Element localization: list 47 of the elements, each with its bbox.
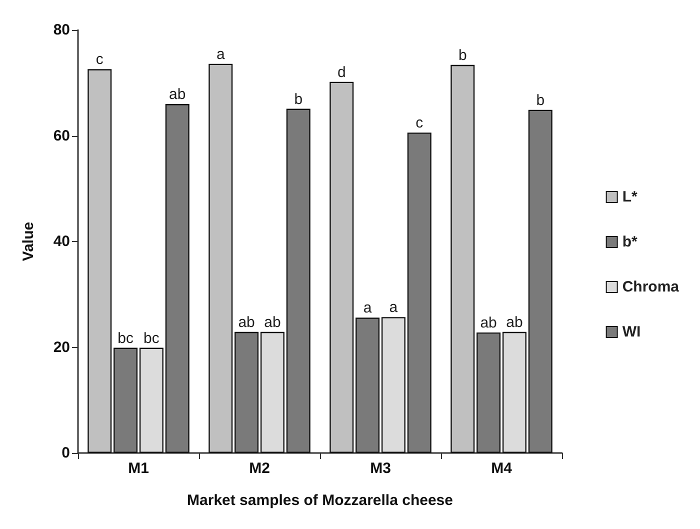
bar: [260, 332, 284, 453]
y-axis-title: Value: [20, 222, 37, 262]
data-label: ab: [506, 314, 523, 331]
data-label: ab: [238, 314, 255, 331]
x-tick-label: M3: [370, 460, 391, 477]
legend-label: Chroma: [622, 278, 680, 296]
bar: [356, 318, 380, 453]
legend-label: b*: [622, 234, 638, 250]
bar: [139, 348, 164, 453]
data-label: a: [363, 300, 372, 317]
y-tick-label: 20: [53, 338, 70, 356]
bar: [476, 332, 501, 453]
bar: [165, 104, 190, 453]
bar: [450, 64, 475, 453]
bar: [208, 64, 233, 453]
y-tick-label: 0: [62, 444, 70, 462]
data-label: ab: [264, 314, 281, 331]
y-tick-label: 40: [53, 233, 70, 250]
data-label: d: [337, 64, 346, 81]
x-tick-label: M1: [128, 460, 149, 477]
data-label: bc: [118, 330, 134, 347]
y-tick-label: 60: [53, 127, 70, 144]
x-tick-label: M2: [249, 460, 270, 477]
data-label: b: [294, 90, 303, 108]
bar: [528, 110, 552, 453]
data-label: c: [96, 51, 104, 68]
data-label: a: [389, 299, 398, 316]
data-label: a: [216, 46, 226, 63]
bar: [407, 132, 432, 453]
x-tick-label: M4: [491, 460, 513, 477]
data-label: ab: [169, 86, 186, 104]
bar: [114, 348, 138, 453]
bar: [330, 82, 354, 453]
y-tick-label: 80: [53, 22, 70, 38]
data-label: b: [536, 92, 545, 109]
x-axis-title: Market samples of Mozzarella cheese: [187, 492, 453, 509]
data-label: c: [416, 114, 424, 132]
bar: [381, 317, 406, 453]
bar: [88, 69, 112, 453]
legend-label: L*: [622, 188, 638, 206]
data-label: ab: [480, 314, 497, 332]
data-label: b: [458, 46, 467, 64]
legend-label: WI: [622, 324, 641, 340]
bar: [286, 108, 310, 453]
data-label: bc: [144, 330, 160, 347]
bar: [502, 332, 526, 453]
bar: [234, 332, 259, 453]
